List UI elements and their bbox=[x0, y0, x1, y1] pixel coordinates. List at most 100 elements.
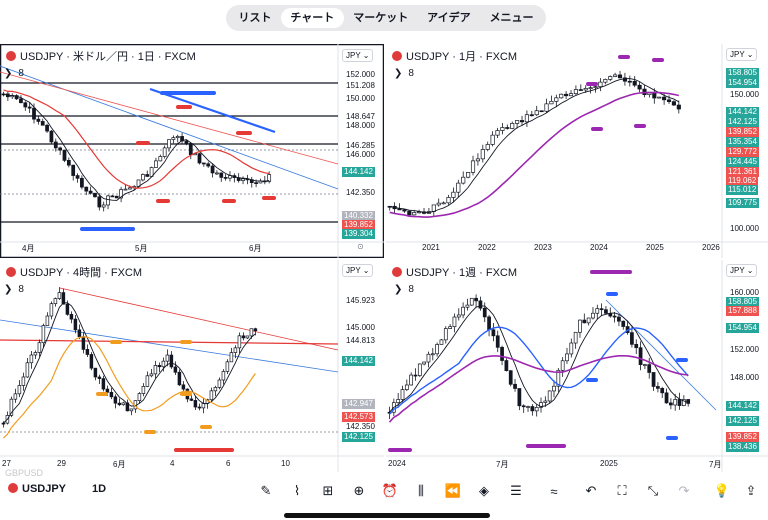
candle-body bbox=[446, 197, 451, 204]
candle-body bbox=[41, 325, 46, 344]
indicators-icon[interactable]: ⌇ bbox=[293, 483, 301, 498]
layers-icon[interactable]: ◈ bbox=[479, 483, 489, 498]
candle-body bbox=[603, 79, 608, 83]
tab-market[interactable]: マーケット bbox=[353, 12, 409, 24]
tab-menu[interactable]: メニュー bbox=[489, 12, 534, 24]
candle-body bbox=[201, 162, 206, 165]
price-tag: 154.954 bbox=[726, 323, 759, 333]
candle-body bbox=[149, 373, 154, 377]
candle-body bbox=[197, 153, 202, 164]
candle-body bbox=[461, 306, 465, 316]
candle-body bbox=[686, 399, 691, 404]
signal-marker bbox=[136, 141, 150, 145]
candle-body bbox=[652, 92, 657, 99]
interval-selector[interactable]: ❯ 8 bbox=[4, 68, 24, 79]
bottom-toolbar: USDJPY 1D ✎ ⌇ ⊞ ⊕ ⏰ ⫼ ⏪ ◈ ☰ ≈ ↶ ⛶ ⤡ ↷ 💡 … bbox=[0, 478, 768, 504]
currency-selector[interactable]: JPY ⌄ bbox=[342, 264, 374, 277]
rewind-icon[interactable]: ⏪ bbox=[444, 483, 462, 498]
signal-marker bbox=[618, 55, 630, 59]
chart-panel-monthly[interactable]: USDJPY · 1月 · FXCM ❯ 8 JPY ⌄ 158.805 154.… bbox=[386, 44, 768, 258]
candle-body bbox=[647, 364, 652, 373]
candle-body bbox=[36, 118, 41, 122]
tab-chart[interactable]: チャート bbox=[280, 8, 344, 28]
chart-panel-4h[interactable]: USDJPY · 4時間 · FXCM ❯ 8 JPY ⌄ 145.923 145… bbox=[0, 260, 384, 472]
price-label: 100.000 bbox=[730, 224, 759, 233]
candle-body bbox=[586, 317, 591, 324]
price-tag: 154.954 bbox=[726, 78, 759, 88]
candle-body bbox=[573, 89, 578, 94]
candle-body bbox=[29, 354, 34, 364]
goto-realtime-icon[interactable]: ⊙ bbox=[357, 242, 364, 251]
moving-average-line bbox=[389, 305, 689, 413]
candles-icon[interactable]: ⫼ bbox=[418, 483, 424, 498]
redo-icon[interactable]: ↷ bbox=[678, 483, 690, 498]
currency-selector[interactable]: JPY ⌄ bbox=[726, 48, 758, 61]
candle-body bbox=[75, 175, 80, 179]
candle-body bbox=[669, 402, 673, 406]
candle-body bbox=[456, 182, 461, 193]
pencil-icon[interactable]: ✎ bbox=[260, 483, 272, 498]
interval-selector[interactable]: ❯ 8 bbox=[394, 68, 414, 79]
candle-body bbox=[141, 174, 145, 181]
price-tag: 139.852 bbox=[726, 432, 759, 442]
bulb-icon[interactable]: 💡 bbox=[713, 483, 731, 498]
daily-chart-canvas[interactable] bbox=[0, 44, 384, 258]
candle-body bbox=[578, 319, 582, 333]
price-label: 148.000 bbox=[346, 121, 375, 130]
interval-selector[interactable]: ❯ 8 bbox=[4, 284, 24, 295]
four-hour-chart-canvas[interactable] bbox=[0, 260, 384, 472]
candle-body bbox=[402, 209, 407, 212]
weekly-chart-canvas[interactable] bbox=[386, 260, 768, 472]
candle-body bbox=[53, 298, 58, 305]
chart-title: USDJPY · 4時間 · FXCM bbox=[6, 264, 142, 280]
signal-marker bbox=[262, 196, 276, 200]
candle-body bbox=[666, 99, 672, 102]
signal-marker bbox=[160, 91, 216, 95]
chart-panel-daily[interactable]: USDJPY · 米ドル／円 · 1日 · FXCM ❯ 8 JPY ⌄ 152.… bbox=[0, 44, 384, 258]
candle-body bbox=[637, 84, 642, 90]
share-icon[interactable]: ⇪ bbox=[745, 483, 757, 498]
candle-body bbox=[88, 190, 93, 194]
wave-icon[interactable]: ≈ bbox=[550, 483, 558, 499]
candle-body bbox=[660, 388, 665, 394]
candle-body bbox=[543, 400, 548, 403]
moving-average-line bbox=[388, 355, 689, 423]
alarm-icon[interactable]: ⏰ bbox=[381, 483, 399, 498]
currency-selector[interactable]: JPY ⌄ bbox=[726, 264, 758, 277]
candle-body bbox=[673, 399, 678, 406]
candle-body bbox=[505, 127, 510, 129]
candle-body bbox=[407, 210, 412, 216]
symbol-button[interactable]: USDJPY bbox=[8, 483, 66, 495]
currency-selector[interactable]: JPY ⌄ bbox=[342, 49, 374, 62]
candle-body bbox=[461, 176, 466, 184]
price-label: 150.000 bbox=[346, 94, 375, 103]
candle-body bbox=[564, 93, 569, 97]
candle-body bbox=[49, 130, 54, 143]
candle-body bbox=[608, 76, 613, 80]
interval-selector[interactable]: ❯ 8 bbox=[394, 284, 414, 295]
undo-icon[interactable]: ↶ bbox=[585, 483, 597, 498]
signal-marker bbox=[222, 199, 236, 203]
signal-marker bbox=[634, 124, 646, 128]
candle-body bbox=[245, 335, 250, 339]
candle-body bbox=[412, 212, 417, 216]
timeframe-button[interactable]: 1D bbox=[92, 483, 107, 495]
tab-list[interactable]: リスト bbox=[238, 12, 272, 24]
candle-body bbox=[482, 307, 487, 318]
monthly-chart-canvas[interactable] bbox=[386, 44, 768, 258]
fullscreen-icon[interactable]: ⛶ bbox=[617, 483, 627, 498]
shrink-icon[interactable]: ⤡ bbox=[647, 483, 659, 498]
settings-sliders-icon[interactable]: ☰ bbox=[510, 483, 522, 498]
candle-body bbox=[223, 177, 228, 179]
candle-body bbox=[591, 312, 595, 319]
candle-body bbox=[45, 315, 50, 326]
tab-ideas[interactable]: アイデア bbox=[427, 12, 471, 24]
chart-panel-weekly[interactable]: USDJPY · 1週 · FXCM ❯ 8 JPY ⌄ 160.000 158.… bbox=[386, 260, 768, 472]
signal-marker bbox=[180, 392, 192, 396]
candle-body bbox=[17, 385, 22, 395]
candle-body bbox=[101, 378, 106, 390]
add-icon[interactable]: ⊕ bbox=[353, 483, 365, 498]
layout-grid-icon[interactable]: ⊞ bbox=[322, 483, 334, 498]
price-tag: 158.805 bbox=[726, 297, 759, 307]
candle-body bbox=[13, 393, 18, 400]
